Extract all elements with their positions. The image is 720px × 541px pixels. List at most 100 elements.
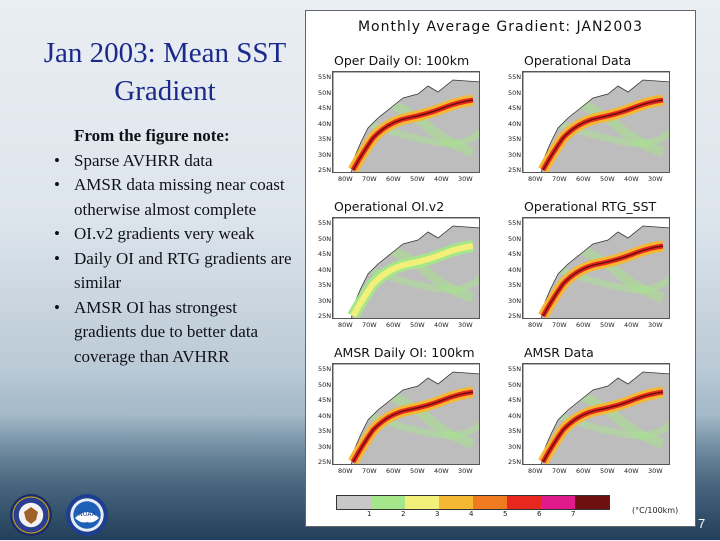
lat-tick: 50N [318,88,332,97]
colorbar-label: 6 [537,510,542,518]
lat-tick: 55N [508,219,522,227]
lat-tick: 55N [318,219,332,227]
lat-tick: 30N [508,442,522,451]
lat-tick: 30N [508,150,522,159]
panel-title: AMSR Data [524,345,594,360]
lon-tick: 50W [410,467,425,475]
lat-tick: 40N [508,411,522,420]
colorbar-label: 4 [469,510,474,518]
lon-tick: 40W [434,467,449,475]
lon-tick: 60W [576,175,591,183]
panel-title: Operational Data [524,53,632,68]
lon-tick: 70W [552,467,567,475]
bullet-item: AMSR OI has strongest gradients due to b… [52,296,292,370]
lat-tick: 45N [318,104,332,112]
bullet-item: AMSR data missing near coast otherwise a… [52,173,292,222]
colorbar-swatch [405,496,439,509]
lon-tick: 50W [600,321,615,329]
lon-tick: 70W [362,467,377,475]
lon-tick: 80W [528,467,543,475]
lat-tick: 40N [318,411,332,420]
lat-tick: 55N [508,365,522,373]
lon-tick: 30W [648,175,663,183]
lon-tick: 60W [386,175,401,183]
gradient-figure: Monthly Average Gradient: JAN2003 Oper D… [305,10,696,527]
lat-tick: 30N [318,442,332,451]
lat-tick: 45N [318,250,332,258]
lon-tick: 60W [576,467,591,475]
colorbar-swatch [541,496,575,509]
lon-tick: 80W [528,321,543,329]
colorbar-unit: (°C/100km) [632,506,679,515]
lat-tick: 45N [508,396,522,404]
lat-tick: 40N [318,119,332,128]
lon-tick: 70W [362,321,377,329]
lat-tick: 35N [508,135,522,143]
commerce-seal-logo [10,494,52,536]
lon-tick: 30W [458,467,473,475]
noaa-logo-text: NOAA [78,511,96,518]
panel-title: AMSR Daily OI: 100km [334,345,475,360]
lon-tick: 50W [410,175,425,183]
lon-tick: 50W [600,175,615,183]
lat-tick: 40N [318,265,332,274]
lat-tick: 35N [318,281,332,289]
bullet-item: Sparse AVHRR data [52,149,292,174]
lon-tick: 40W [624,467,639,475]
lon-tick: 60W [576,321,591,329]
colorbar-swatch [473,496,507,509]
colorbar-swatch [439,496,473,509]
lat-tick: 35N [318,427,332,435]
lat-tick: 50N [318,380,332,389]
lat-tick: 30N [318,150,332,159]
lat-tick: 45N [508,250,522,258]
lon-tick: 40W [624,175,639,183]
map-panel [522,363,670,465]
panel-title: Operational RTG_SST [524,199,657,214]
noaa-logo: NOAA [66,494,108,536]
lat-tick: 35N [508,281,522,289]
lon-tick: 80W [338,175,353,183]
lat-tick: 25N [508,166,522,174]
bullet-list: From the figure note: Sparse AVHRR data … [52,124,292,369]
lat-tick: 55N [318,365,332,373]
figure-title: Monthly Average Gradient: JAN2003 [357,19,644,35]
colorbar [336,495,610,510]
colorbar-label: 3 [435,510,440,518]
lat-tick: 30N [508,296,522,305]
lon-tick: 70W [552,321,567,329]
colorbar-swatch [507,496,541,509]
colorbar-swatch [575,496,609,509]
lat-tick: 35N [318,135,332,143]
lat-tick: 40N [508,119,522,128]
lon-tick: 30W [458,321,473,329]
bullet-item: Daily OI and RTG gradients are similar [52,247,292,296]
slide-title: Jan 2003: Mean SST Gradient [43,37,287,107]
lat-tick: 45N [318,396,332,404]
lon-tick: 80W [338,467,353,475]
colorbar-label: 7 [571,510,576,518]
lon-tick: 40W [624,321,639,329]
lon-tick: 80W [338,321,353,329]
lat-tick: 25N [508,312,522,320]
lat-tick: 25N [318,458,332,466]
lat-tick: 30N [318,296,332,305]
colorbar-swatch [371,496,405,509]
page-number: 7 [698,516,706,531]
lat-tick: 25N [318,312,332,320]
lat-tick: 55N [508,73,522,81]
map-panel [522,71,670,173]
colorbar-swatch [337,496,371,509]
lon-tick: 60W [386,467,401,475]
map-panel [522,217,670,319]
map-panel [332,363,480,465]
lat-tick: 40N [508,265,522,274]
lon-tick: 70W [362,175,377,183]
colorbar-label: 1 [367,510,372,518]
map-panel [332,217,480,319]
panel-title: Oper Daily OI: 100km [334,53,470,68]
map-panel [332,71,480,173]
lon-tick: 70W [552,175,567,183]
colorbar-label: 5 [503,510,508,518]
lat-tick: 35N [508,427,522,435]
